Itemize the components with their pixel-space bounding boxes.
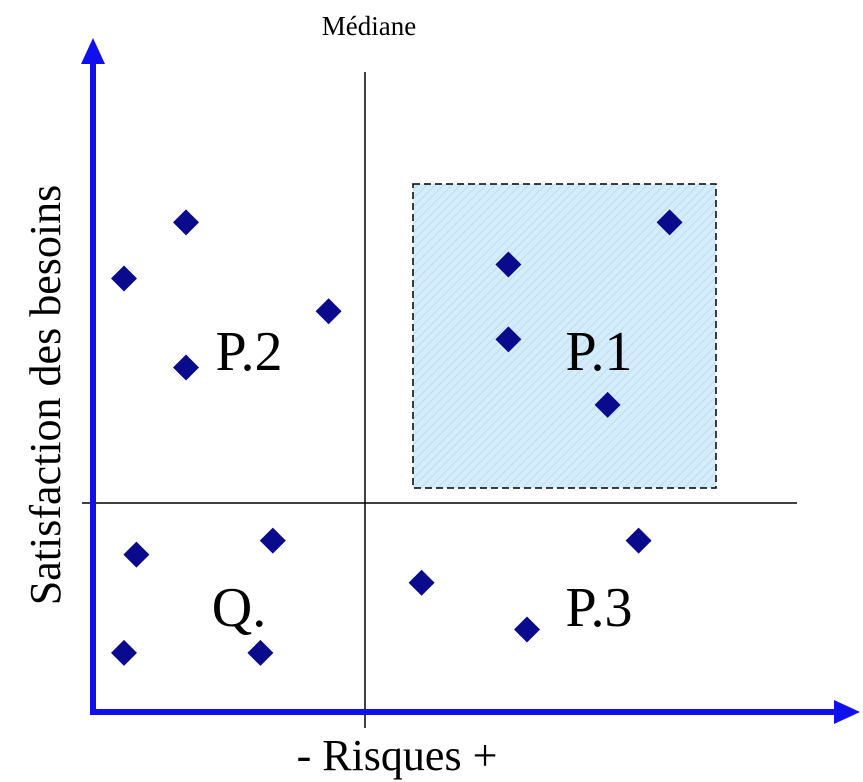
median-label: Médiane — [322, 11, 416, 41]
data-point-14 — [625, 527, 652, 554]
data-point-15 — [514, 616, 540, 643]
y-axis-arrow-icon — [81, 38, 105, 64]
data-point-10 — [259, 527, 286, 554]
p1-highlight-region — [412, 183, 717, 489]
data-point-7 — [495, 326, 522, 353]
data-point-12 — [247, 639, 274, 666]
data-point-8 — [594, 391, 621, 418]
x-axis-label: - Risques + — [297, 731, 498, 780]
data-point-13 — [408, 569, 435, 596]
x-axis-arrow-icon — [834, 700, 860, 724]
quadrant-label-p3: P.3 — [566, 577, 633, 639]
quadrant-label-p2: P.2 — [216, 321, 283, 383]
quadrant-label-q: Q. — [212, 577, 266, 639]
y-axis-label: Satisfaction des besoins — [21, 185, 70, 605]
data-point-9 — [123, 541, 150, 568]
data-point-4 — [173, 354, 199, 381]
data-point-1 — [173, 209, 199, 236]
data-point-6 — [656, 209, 683, 236]
quadrant-label-p1: P.1 — [566, 321, 633, 383]
data-point-3 — [315, 298, 342, 325]
data-point-2 — [111, 265, 137, 292]
data-point-5 — [495, 251, 522, 278]
y-axis — [81, 38, 105, 712]
data-point-11 — [111, 639, 137, 666]
data-points — [111, 209, 683, 666]
x-axis — [90, 700, 860, 724]
